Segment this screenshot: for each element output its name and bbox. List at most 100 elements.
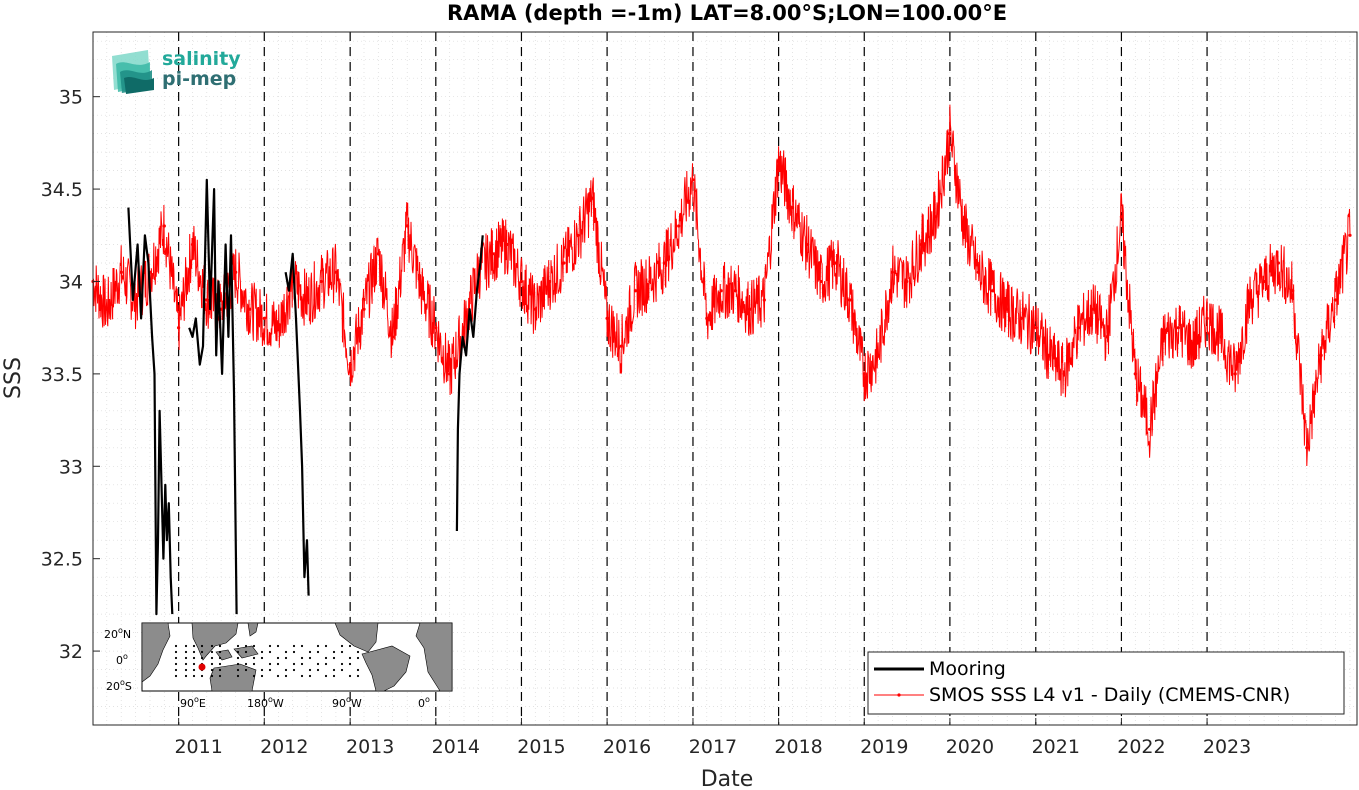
smos-point: [105, 307, 109, 311]
smos-point: [1276, 261, 1280, 265]
inset-mooring-dot: [260, 650, 264, 654]
smos-point: [1005, 307, 1009, 311]
inset-mooring-dot: [348, 674, 352, 678]
smos-point: [205, 298, 209, 302]
legend-entry-smos: SMOS SSS L4 v1 - Daily (CMEMS-CNR): [929, 684, 1290, 706]
inset-mooring-dot: [292, 662, 296, 666]
inset-mooring-dot: [236, 662, 240, 666]
smos-point: [1291, 289, 1295, 293]
y-tick-label: 34: [59, 271, 83, 293]
smos-point: [705, 316, 709, 320]
smos-point: [1319, 353, 1323, 357]
series-smos: [91, 104, 1352, 467]
smos-point: [576, 233, 581, 237]
x-tick-label: 2015: [517, 736, 565, 758]
smos-point: [562, 261, 566, 265]
inset-mooring-dot: [200, 644, 204, 648]
inset-mooring-dot: [284, 656, 288, 660]
smos-point: [948, 132, 952, 136]
smos-point: [762, 298, 766, 302]
inset-mooring-dot: [356, 650, 360, 654]
smos-point: [262, 316, 266, 320]
smos-point: [1133, 372, 1137, 376]
inset-mooring-dot: [192, 644, 196, 648]
smos-point: [505, 242, 509, 247]
legend-marker-smos: [897, 693, 901, 697]
smos-point: [405, 224, 409, 228]
smos-point: [848, 298, 852, 302]
inset-mooring-dot: [268, 668, 272, 672]
mooring-segment: [284, 252, 310, 596]
x-tick-label: 2016: [603, 736, 651, 758]
inset-mooring-dot: [236, 674, 240, 678]
x-tick-label: 2023: [1203, 736, 1251, 758]
inset-mooring-dot: [316, 662, 320, 666]
lon-label-90w: 90oW: [332, 695, 362, 710]
smos-point: [162, 224, 166, 228]
x-tick-label: 2011: [174, 736, 222, 758]
lon-label-180w: 180oW: [247, 695, 284, 710]
inset-mooring-dot: [184, 644, 188, 648]
x-tick-label: 2019: [860, 736, 908, 758]
inset-mooring-dot: [210, 656, 214, 660]
inset-mooring-dot: [300, 674, 304, 678]
smos-point: [1219, 335, 1223, 339]
inset-mooring-dot: [244, 650, 248, 654]
plot-area: [93, 32, 1357, 725]
inset-mooring-dot: [348, 662, 352, 666]
smos-point: [119, 270, 123, 274]
plot-frame: [92, 31, 1358, 726]
inset-mooring-dot: [356, 668, 360, 672]
lat-label-equator: 0o: [116, 652, 128, 667]
inset-mooring-dot: [244, 644, 248, 648]
x-tick-label: 2018: [774, 736, 822, 758]
inset-mooring-dot: [292, 668, 296, 672]
inset-mooring-dot: [316, 668, 320, 672]
y-axis: 32 32.5 33 33.5 34 34.5 35: [41, 87, 100, 663]
inset-mooring-dot: [236, 650, 240, 654]
smos-point: [1305, 446, 1309, 450]
inset-mooring-dot: [184, 662, 188, 666]
y-tick-label: 32.5: [41, 549, 83, 571]
inset-mooring-dot: [244, 668, 248, 672]
inset-mooring-dot: [340, 662, 344, 666]
smos-point: [976, 270, 980, 274]
inset-mooring-dot: [268, 662, 272, 666]
inset-mooring-dot: [356, 656, 360, 660]
smos-point: [1233, 372, 1237, 376]
inset-mooring-dot: [276, 644, 280, 648]
smos-point: [605, 316, 609, 320]
inset-mooring-dot: [276, 656, 280, 660]
y-tick-label: 34.5: [41, 179, 83, 201]
inset-mooring-dot: [284, 674, 288, 678]
inset-mooring-dot: [252, 644, 256, 648]
smos-point: [691, 178, 695, 182]
inset-mooring-dot: [210, 668, 214, 672]
chart-title: RAMA (depth =-1m) LAT=8.00°S;LON=100.00°…: [447, 1, 1007, 25]
inset-mooring-dot: [252, 674, 256, 678]
inset-mooring-dot: [174, 650, 178, 654]
smos-point: [248, 307, 252, 311]
inset-mooring-dot: [260, 668, 264, 672]
inset-mooring-dot: [184, 656, 188, 660]
inset-mooring-dot: [200, 650, 204, 654]
inset-mooring-dot: [268, 650, 272, 654]
smos-point: [1091, 307, 1095, 311]
smos-point: [677, 224, 681, 228]
smos-point: [591, 196, 595, 200]
inset-mooring-dot: [192, 656, 196, 660]
smos-point: [876, 353, 880, 357]
inset-mooring-dot: [308, 674, 312, 678]
inset-mooring-dot: [174, 656, 178, 660]
x-tick-label: 2022: [1117, 736, 1165, 758]
smos-point: [305, 298, 309, 302]
smos-point: [133, 298, 138, 302]
inset-mooring-dot: [348, 656, 352, 660]
inset-mooring-dot: [192, 668, 196, 672]
smos-point: [633, 289, 638, 293]
series-smos-line: [92, 104, 1351, 467]
inset-mooring-dot: [300, 644, 304, 648]
inset-mooring-dot: [308, 668, 312, 672]
inset-mooring-dot: [200, 656, 204, 660]
